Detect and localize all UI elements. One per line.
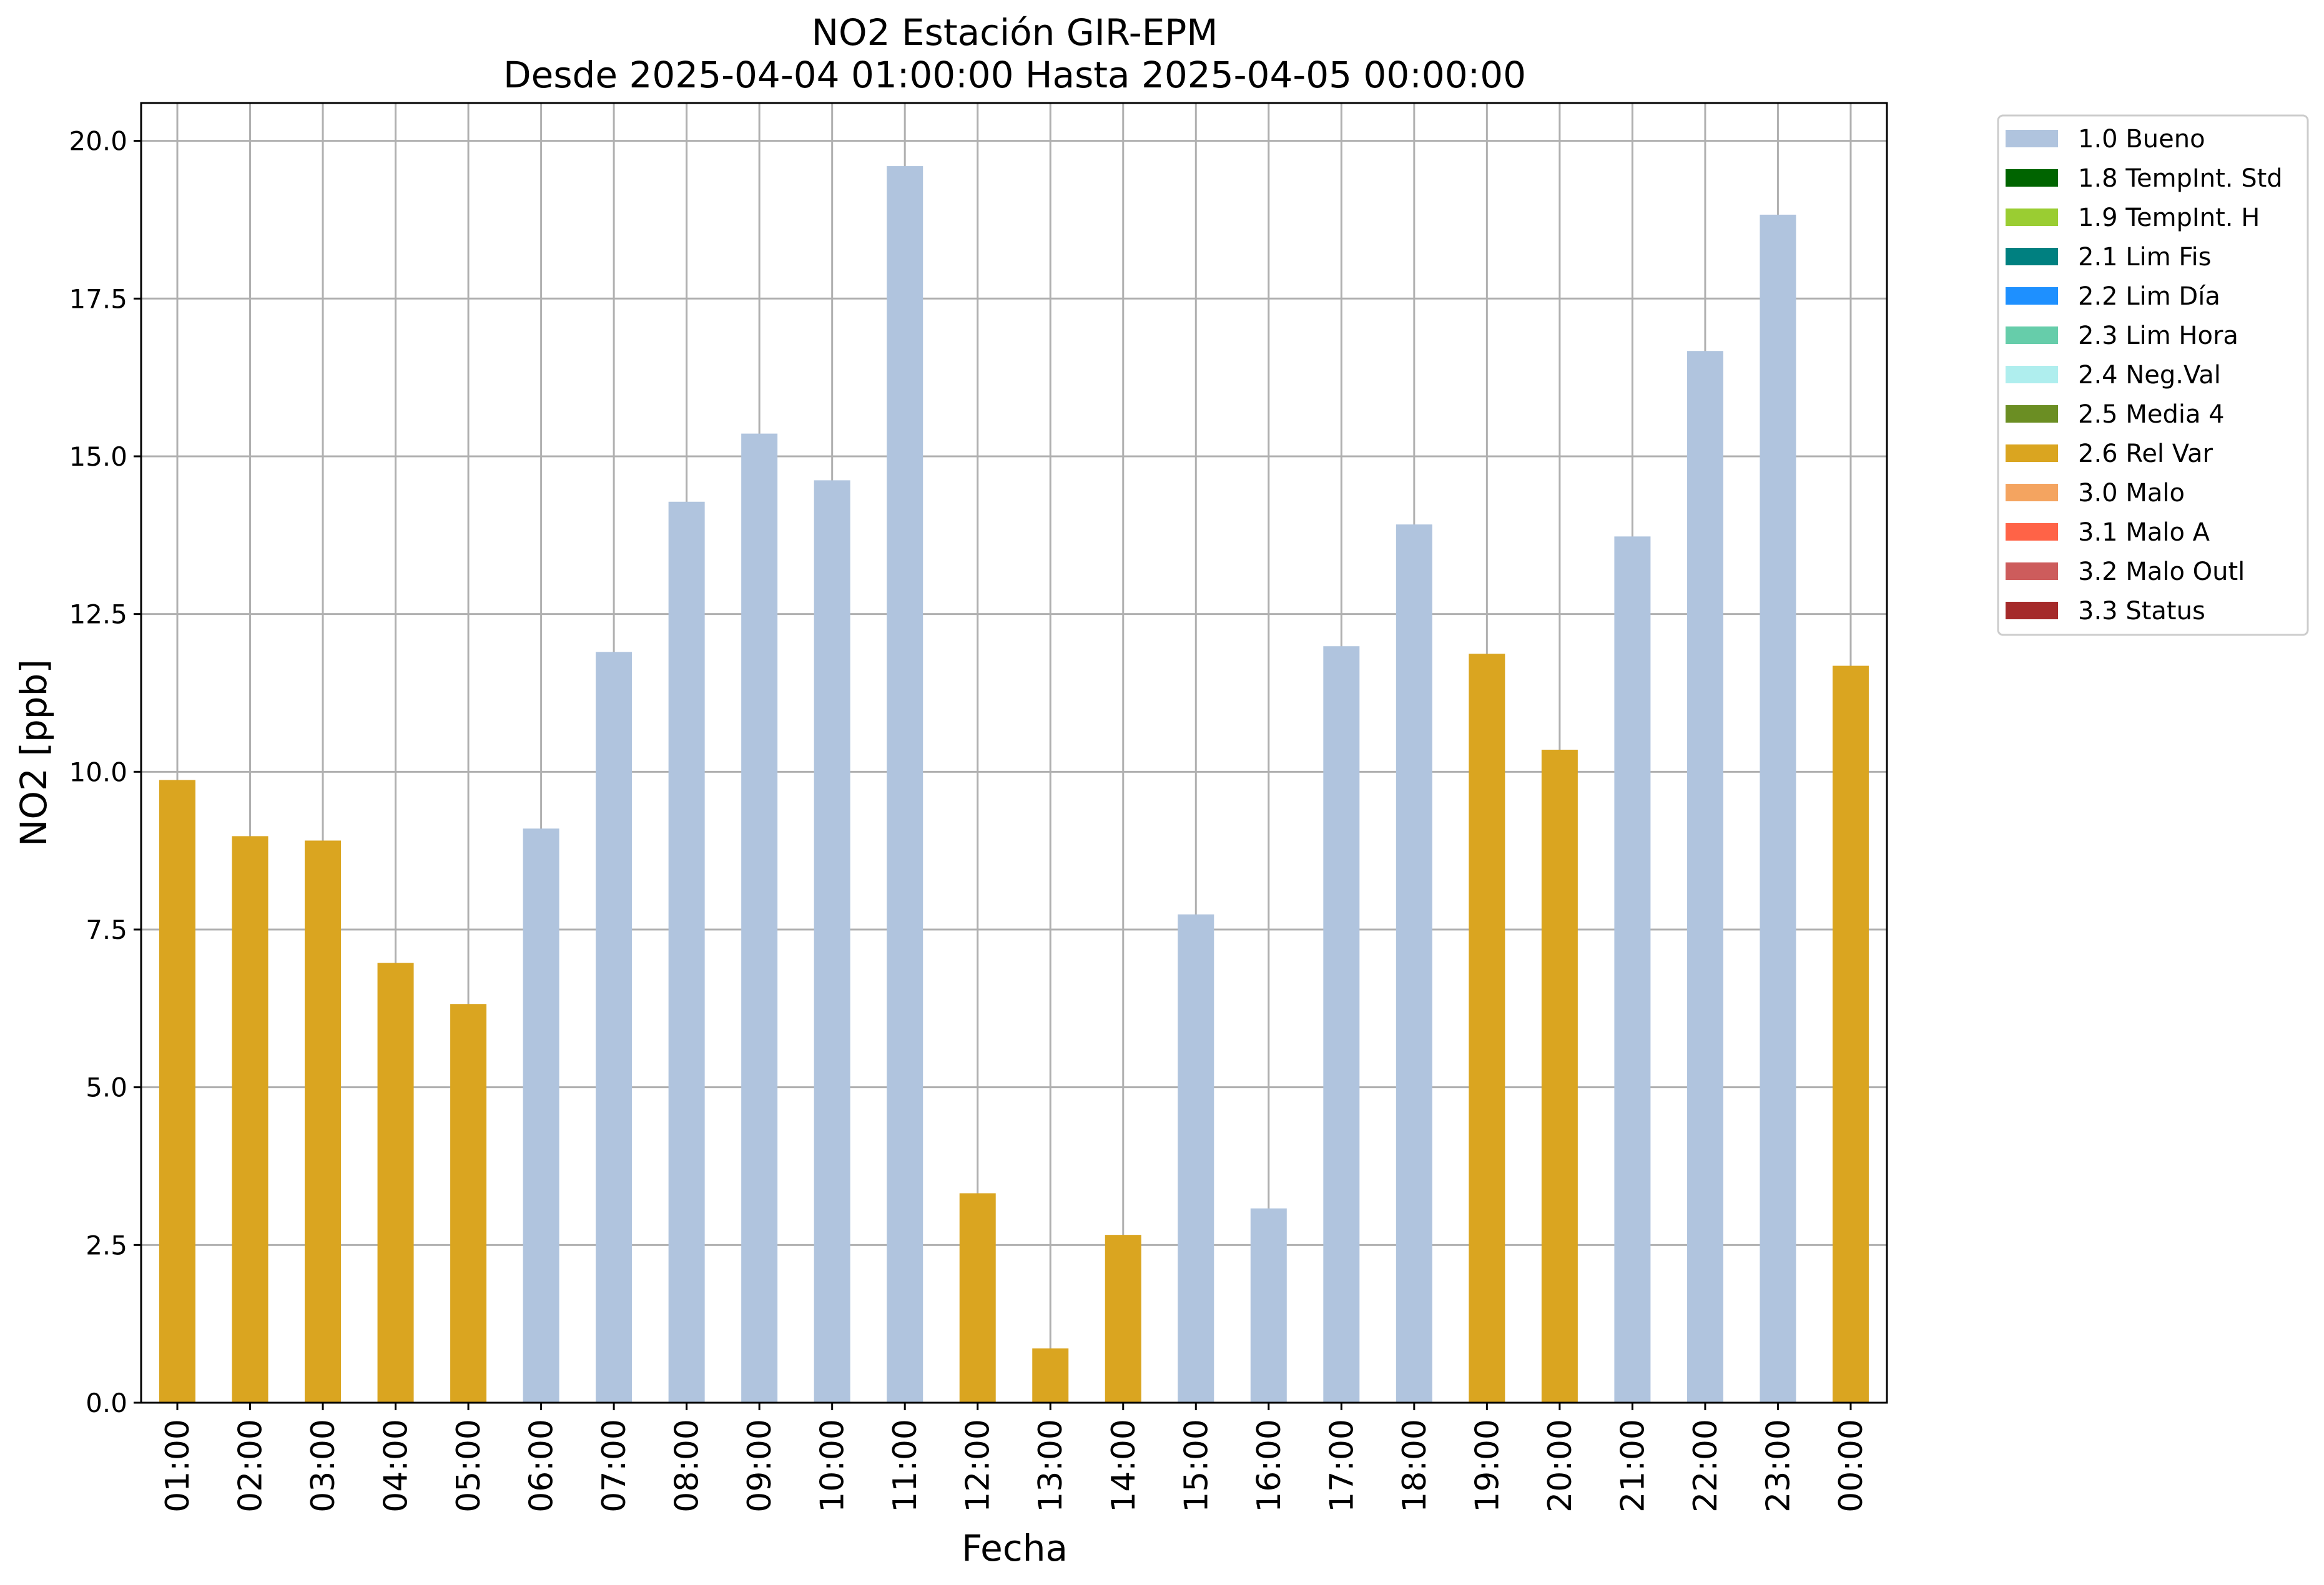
x-tick-label: 09:00 [741,1419,779,1513]
legend-swatch [2006,287,2058,305]
y-tick-label: 15.0 [69,441,127,472]
legend-frame [1997,114,2309,636]
legend-swatch [2006,366,2058,383]
x-tick-label: 05:00 [450,1419,488,1513]
legend-swatch [2006,130,2058,147]
legend-swatch [2006,523,2058,541]
x-tick-label: 13:00 [1032,1419,1070,1513]
x-tick-label: 06:00 [523,1419,561,1513]
x-tick-label: 23:00 [1760,1419,1797,1513]
y-axis-label: NO2 [ppb] [12,659,55,846]
x-tick-label: 11:00 [887,1419,924,1513]
x-axis-label: Fecha [962,1527,1068,1569]
legend-item-label: 2.6 Rel Var [2078,439,2213,468]
legend-swatch [2006,484,2058,501]
y-axis: 0.0 2.5 5.0 7.5 10.0 12.5 15.0 17.5 20.0 [69,126,141,1418]
x-tick-label: 15:00 [1178,1419,1215,1513]
bar [523,828,559,1403]
x-tick-label: 04:00 [378,1419,415,1513]
bar [1105,1235,1141,1403]
x-tick-label: 10:00 [814,1419,852,1513]
bar [1541,749,1578,1403]
x-tick-label: 19:00 [1469,1419,1506,1513]
legend-swatch [2006,248,2058,265]
legend-item-label: 1.9 TempInt. H [2078,204,2260,232]
y-tick-label: 12.5 [69,599,127,630]
legend-item-label: 2.3 Lim Hora [2078,321,2238,350]
x-tick-label: 12:00 [960,1419,997,1513]
bar-series [159,166,1869,1403]
bar [1469,654,1505,1403]
chart-title: NO2 Estación GIR-EPM [812,11,1218,54]
x-tick-label: 16:00 [1251,1419,1288,1513]
legend-item-label: 1.0 Bueno [2078,125,2205,154]
bar [668,501,705,1403]
legend-item-label: 2.4 Neg.Val [2078,361,2221,390]
legend-item-label: 3.1 Malo A [2078,518,2210,547]
x-tick-label: 18:00 [1396,1419,1434,1513]
bar [1323,646,1360,1403]
bar [1614,536,1651,1403]
legend-swatch [2006,602,2058,619]
bar [1178,914,1214,1403]
bar [1832,665,1869,1403]
x-tick-label: 03:00 [305,1419,342,1513]
bar [596,652,633,1403]
x-tick-label: 14:00 [1105,1419,1143,1513]
legend-item-label: 1.8 TempInt. Std [2078,164,2283,193]
bar [1686,351,1723,1403]
bar [1032,1348,1069,1403]
legend-swatch [2006,169,2058,187]
bar [232,836,268,1403]
bar [887,166,923,1403]
legend-item-label: 3.3 Status [2078,597,2205,626]
legend-item-label: 2.1 Lim Fis [2078,243,2211,272]
legend-swatch [2006,444,2058,462]
bar [1250,1208,1287,1403]
chart-subtitle: Desde 2025-04-04 01:00:00 Hasta 2025-04-… [503,54,1526,96]
y-tick-label: 17.5 [69,283,127,314]
legend-swatch [2006,209,2058,226]
y-tick-label: 7.5 [86,915,127,945]
x-tick-label: 02:00 [232,1419,270,1513]
y-tick-label: 2.5 [86,1230,127,1260]
y-tick-label: 20.0 [69,126,127,157]
bar [1396,524,1432,1403]
y-tick-label: 0.0 [86,1388,127,1418]
legend: 1.0 Bueno 1.8 TempInt. Std 1.9 TempInt. H 2… [1997,114,2309,636]
legend-item-label: 3.2 Malo Outl [2078,557,2245,586]
legend-swatch [2006,562,2058,580]
x-tick-label: 08:00 [669,1419,706,1513]
bar [741,433,778,1403]
x-tick-label: 01:00 [159,1419,197,1513]
bar [377,963,414,1403]
legend-item-label: 2.5 Media 4 [2078,400,2225,429]
legend-item-label: 2.2 Lim Día [2078,282,2220,311]
x-tick-label: 20:00 [1542,1419,1579,1513]
legend-item-label: 3.0 Malo [2078,479,2185,508]
legend-swatch [2006,326,2058,344]
plot-frame [140,102,1888,1404]
bar [159,780,195,1403]
x-tick-label: 07:00 [596,1419,633,1513]
x-axis: 01:00 02:00 03:00 04:00 05:00 06:00 07:00 08:00… [159,1403,1870,1513]
bar [1760,214,1796,1403]
x-tick-label: 17:00 [1323,1419,1361,1513]
bar [959,1193,996,1403]
y-tick-label: 10.0 [69,757,127,787]
y-tick-label: 5.0 [86,1072,127,1103]
x-tick-label: 21:00 [1614,1419,1652,1513]
bar [814,480,850,1403]
legend-swatch [2006,405,2058,423]
bar [305,840,342,1403]
bar [450,1004,487,1403]
x-tick-label: 00:00 [1833,1419,1870,1513]
x-tick-label: 22:00 [1687,1419,1725,1513]
